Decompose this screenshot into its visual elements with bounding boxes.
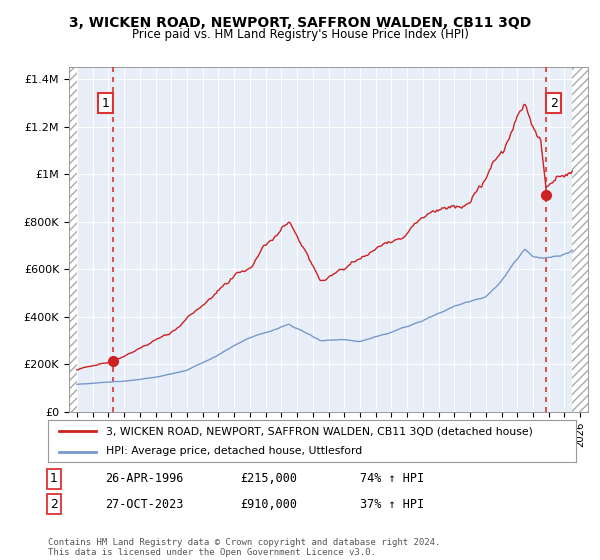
Text: 26-APR-1996: 26-APR-1996 [105,472,184,486]
Bar [572,67,588,412]
Text: 3, WICKEN ROAD, NEWPORT, SAFFRON WALDEN, CB11 3QD (detached house): 3, WICKEN ROAD, NEWPORT, SAFFRON WALDEN,… [106,426,533,436]
Text: 2: 2 [550,97,557,110]
Text: Contains HM Land Registry data © Crown copyright and database right 2024.
This d: Contains HM Land Registry data © Crown c… [48,538,440,557]
Text: 1: 1 [101,97,109,110]
Bar [69,67,77,412]
Text: HPI: Average price, detached house, Uttlesford: HPI: Average price, detached house, Uttl… [106,446,362,456]
Text: 37% ↑ HPI: 37% ↑ HPI [360,497,424,511]
Text: Price paid vs. HM Land Registry's House Price Index (HPI): Price paid vs. HM Land Registry's House … [131,28,469,41]
Text: 74% ↑ HPI: 74% ↑ HPI [360,472,424,486]
Text: 3, WICKEN ROAD, NEWPORT, SAFFRON WALDEN, CB11 3QD: 3, WICKEN ROAD, NEWPORT, SAFFRON WALDEN,… [69,16,531,30]
Text: 1: 1 [50,472,58,486]
Text: £910,000: £910,000 [240,497,297,511]
Text: 2: 2 [50,497,58,511]
Text: 27-OCT-2023: 27-OCT-2023 [105,497,184,511]
Text: £215,000: £215,000 [240,472,297,486]
